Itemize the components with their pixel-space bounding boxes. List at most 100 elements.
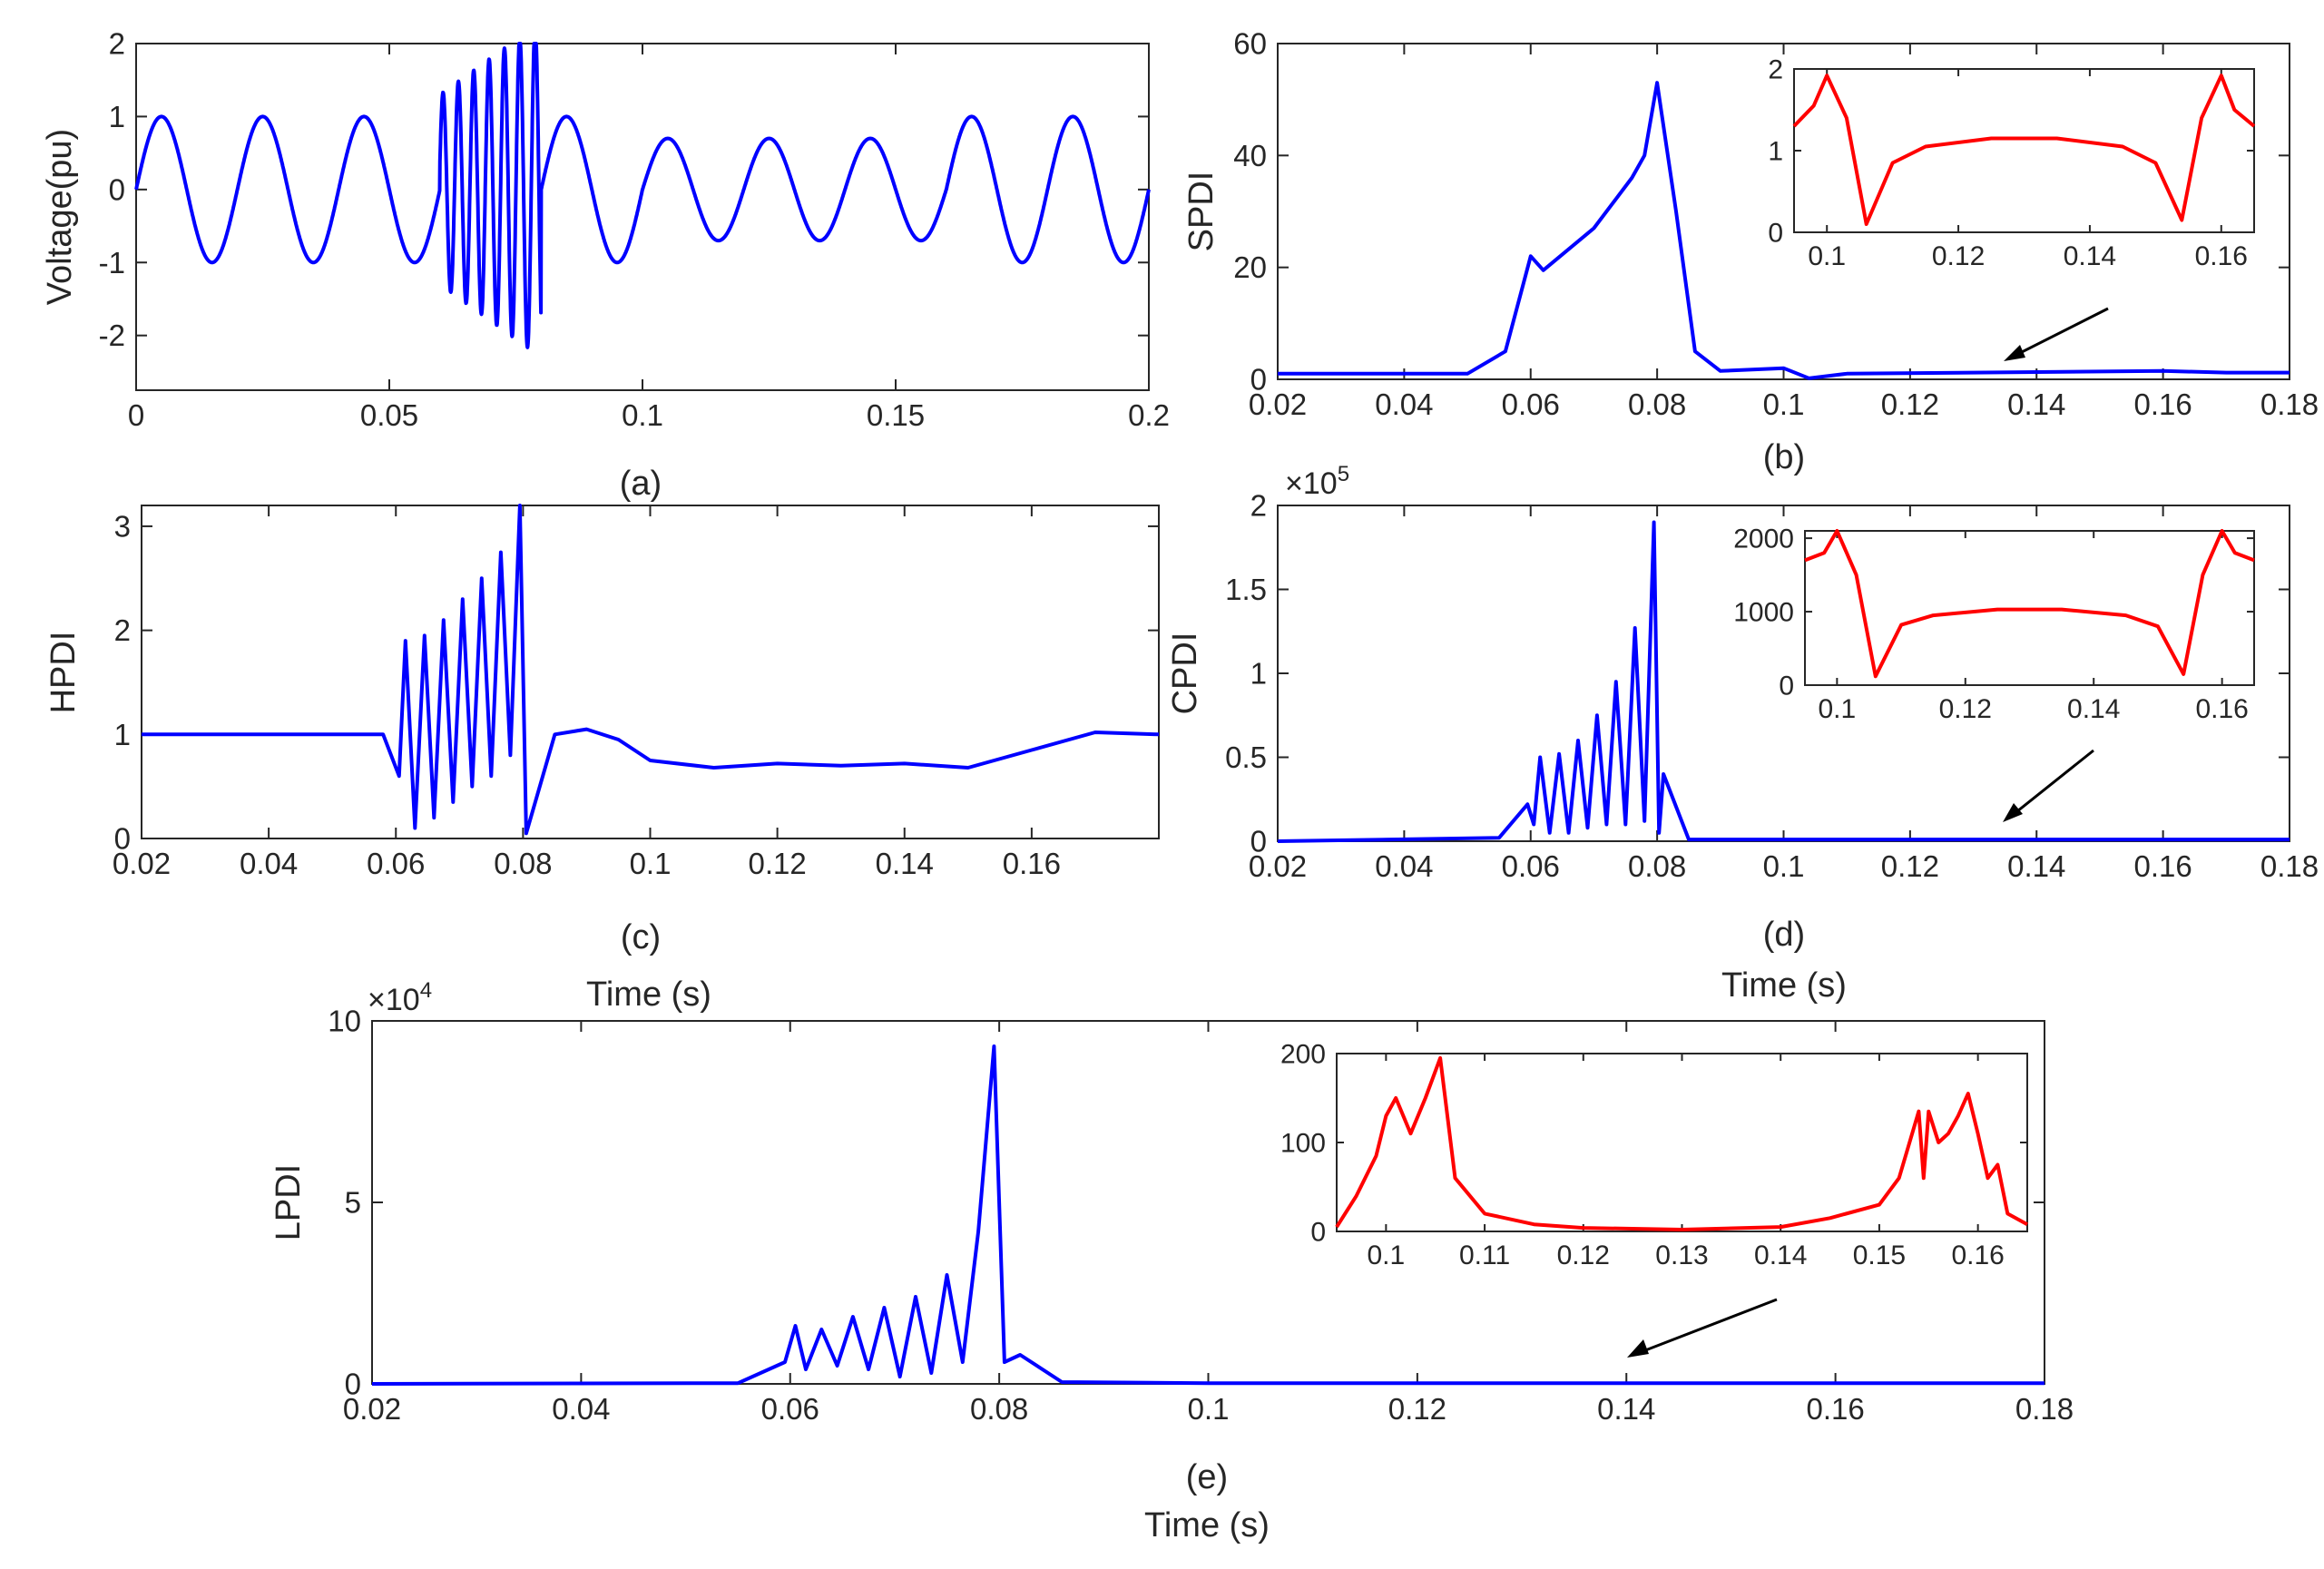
y-axis-label: HPDI [44, 632, 83, 714]
subfigure-label: (c) [621, 918, 661, 956]
y-tick-label: 1 [1768, 137, 1783, 167]
x-tick-label: 0.16 [2134, 387, 2192, 421]
y-axis-label: LPDI [270, 1164, 308, 1240]
x-tick-label: 0.18 [2260, 849, 2319, 883]
y-tick-label: -2 [99, 319, 125, 352]
x-tick-label: 0.06 [761, 1392, 819, 1426]
x-tick-label: 0.06 [367, 847, 425, 880]
inset-tick-labels: 0.1 0.11 0.12 0.13 0.14 0.15 0.16 0 100 200 [1280, 1040, 2005, 1271]
y-tick-label: 0 [1779, 672, 1794, 701]
inset-tick-labels: 0.1 0.12 0.14 0.16 0 1000 2000 [1733, 525, 2249, 724]
y-tick-label: 5 [345, 1186, 361, 1220]
tick-marks [141, 505, 1159, 839]
x-tick-label: 0.14 [2007, 849, 2065, 883]
y-tick-label: 40 [1233, 139, 1267, 172]
x-tick-label: 0.02 [113, 847, 171, 880]
y-tick-label: 1000 [1733, 598, 1794, 628]
x-tick-label: 0.18 [2015, 1392, 2074, 1426]
x-tick-label: 0.08 [494, 847, 552, 880]
y-tick-label: 0 [1310, 1218, 1326, 1248]
x-tick-label: 0.1 [630, 847, 672, 880]
inset-series-line [1804, 529, 2255, 679]
subfigure-label: (a) [620, 465, 662, 503]
arrow-head [2003, 803, 2023, 822]
y-tick-label: 10 [328, 1005, 361, 1038]
x-tick-label: 0.16 [1807, 1392, 1865, 1426]
x-tick-label: 0.05 [360, 398, 418, 432]
x-tick-label: 0 [128, 398, 144, 432]
x-tick-label: 0.08 [970, 1392, 1028, 1426]
y-tick-label: 1 [114, 718, 131, 751]
inset-background [1794, 69, 2254, 232]
y-tick-label: 2 [109, 27, 125, 61]
x-axis-label: Time (s) [586, 976, 711, 1014]
x-tick-label: 0.06 [1502, 849, 1560, 883]
x-tick-label: 0.1 [1808, 241, 1846, 271]
x-tick-label: 0.1 [1367, 1240, 1405, 1270]
x-tick-label: 0.16 [2134, 849, 2192, 883]
x-tick-label: 0.12 [1881, 387, 1939, 421]
y-tick-label: 1.5 [1225, 573, 1267, 606]
arrow-shaft [2012, 749, 2094, 817]
x-tick-label: 0.14 [876, 847, 934, 880]
inset-background [1337, 1054, 2027, 1231]
inset-series-line [1335, 1055, 2028, 1231]
y-tick-label: 20 [1233, 250, 1267, 284]
x-tick-label: 0.14 [2007, 387, 2065, 421]
y-tick-label: 3 [114, 509, 131, 543]
x-tick-label: 0.12 [1557, 1240, 1610, 1270]
x-tick-label: 0.12 [1388, 1392, 1446, 1426]
inset-tick-marks [1337, 1053, 2027, 1232]
y-axis-label: SPDI [1182, 172, 1221, 252]
panel-d: 0.02 0.04 0.06 0.08 0.1 0.12 0.14 0.16 0.1800.51… [1166, 462, 2319, 1005]
x-tick-label: 0.04 [1375, 849, 1433, 883]
y-axis-label: CPDI [1166, 633, 1204, 715]
x-tick-label: 0.1 [1818, 694, 1856, 724]
tick-marks [135, 43, 1150, 390]
panel-c: 0.02 0.04 0.06 0.08 0.1 0.12 0.14 0.16 0 1 2 3 HPDI… [44, 504, 1160, 1014]
x-tick-label: 0.04 [552, 1392, 610, 1426]
x-tick-label: 0.08 [1628, 387, 1686, 421]
y-tick-label: 60 [1233, 27, 1267, 61]
panel-b: 0.02 0.04 0.06 0.08 0.1 0.12 0.14 0.16 0.1802040… [1182, 27, 2319, 476]
spdi-series-line [1278, 81, 2290, 380]
y-axis-multiplier: ×105 [1285, 462, 1349, 501]
y-tick-label: 0 [114, 822, 131, 856]
subfigure-label: (e) [1186, 1458, 1228, 1496]
y-tick-label: -1 [99, 246, 125, 279]
x-tick-label: 0.02 [343, 1392, 401, 1426]
subfigure-label: (d) [1763, 916, 1805, 954]
hpdi-series-line [142, 504, 1160, 836]
x-tick-label: 0.16 [2195, 241, 2248, 271]
y-tick-label: 1 [109, 100, 125, 133]
x-tick-label: 0.12 [1939, 694, 1992, 724]
inset-b: 0.1 0.12 0.14 0.16 0 1 2 [1768, 55, 2256, 271]
inset-d: 0.1 0.12 0.14 0.16 0 1000 2000 [1733, 525, 2255, 724]
tick-labels: 0.02 0.04 0.06 0.08 0.1 0.12 0.14 0.16 0.18 0 5 10 [328, 1005, 2074, 1426]
x-tick-label: 0.18 [2260, 387, 2319, 421]
axes-frame [135, 43, 1150, 391]
x-tick-label: 0.12 [1932, 241, 1985, 271]
x-tick-label: 0.11 [1459, 1240, 1510, 1270]
y-tick-label: 2 [1768, 55, 1783, 85]
x-tick-label: 0.14 [1597, 1392, 1655, 1426]
arrow-shaft [2012, 307, 2109, 358]
x-tick-label: 0.12 [749, 847, 807, 880]
y-tick-label: 0 [1250, 363, 1267, 397]
inset-e: 0.1 0.11 0.12 0.13 0.14 0.15 0.16 0 100 200 [1280, 1040, 2028, 1271]
x-tick-label: 0.04 [1375, 387, 1433, 421]
arrow-d [2003, 749, 2094, 822]
axes-frame [141, 505, 1160, 839]
y-tick-label: 0 [1768, 219, 1783, 249]
x-tick-label: 0.02 [1249, 849, 1307, 883]
x-tick-label: 0.04 [240, 847, 298, 880]
arrow-head [2004, 345, 2025, 361]
tick-labels: 0.02 0.04 0.06 0.08 0.1 0.12 0.14 0.16 0.1802040… [1233, 27, 2319, 421]
y-tick-label: 0 [109, 172, 125, 206]
x-tick-label: 0.1 [622, 398, 663, 432]
x-tick-label: 0.14 [2067, 694, 2120, 724]
x-tick-label: 0.1 [1763, 849, 1805, 883]
panel-e: 0.02 0.04 0.06 0.08 0.1 0.12 0.14 0.16 0.180510 … [270, 978, 2074, 1544]
x-tick-label: 0.1 [1763, 387, 1805, 421]
voltage-series-line [134, 42, 1151, 349]
